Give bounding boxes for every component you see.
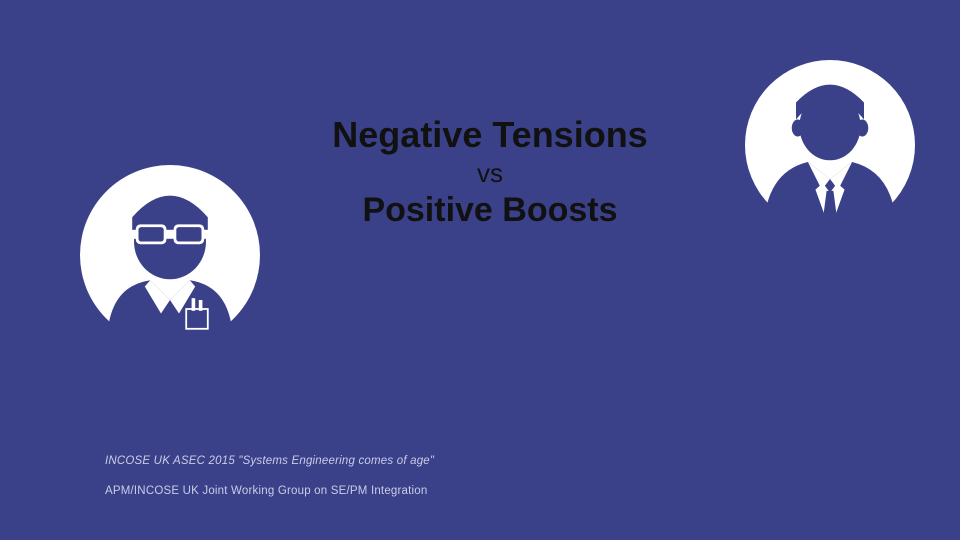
title-line-2: vs — [300, 157, 680, 191]
title-line-1: Negative Tensions — [300, 115, 680, 155]
title-line-3: Positive Boosts — [300, 192, 680, 229]
footer-line-1: INCOSE UK ASEC 2015 "Systems Engineering… — [105, 455, 434, 467]
footer-line-2: APM/INCOSE UK Joint Working Group on SE/… — [105, 485, 434, 497]
title-block: Negative Tensions vs Positive Boosts — [300, 115, 680, 230]
footer-block: INCOSE UK ASEC 2015 "Systems Engineering… — [105, 455, 434, 497]
manager-avatar-icon — [745, 60, 915, 230]
engineer-avatar-icon — [80, 165, 260, 345]
